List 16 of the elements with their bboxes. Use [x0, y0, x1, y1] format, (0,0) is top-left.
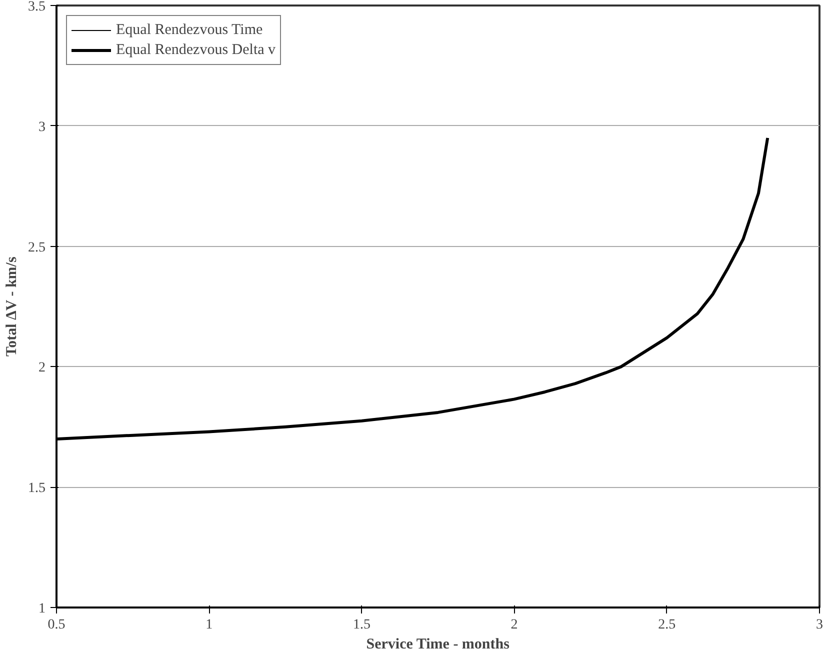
x-tick-label: 2 — [510, 618, 518, 632]
y-tick-label: 2.5 — [28, 240, 46, 256]
y-tick-label: 3.5 — [28, 0, 46, 14]
y-tick-label: 1.5 — [28, 481, 46, 496]
x-axis-title: Service Time - months — [366, 636, 510, 652]
y-tick-label: 2 — [38, 360, 46, 376]
y-axis-title: Total ΔV - km/s — [4, 256, 20, 357]
x-tick-label: 3 — [816, 618, 823, 632]
x-tick-label: 2.5 — [658, 618, 676, 632]
y-tick-label: 3 — [38, 120, 46, 135]
x-tick-label: 1 — [206, 618, 213, 632]
x-tick-label: 0.5 — [48, 618, 66, 632]
legend-label: Equal Rendezvous Delta v — [116, 42, 276, 58]
y-tick-label: 1 — [38, 602, 46, 616]
x-tick-label: 1.5 — [352, 618, 370, 632]
legend-label: Equal Rendezvous Time — [116, 22, 263, 38]
